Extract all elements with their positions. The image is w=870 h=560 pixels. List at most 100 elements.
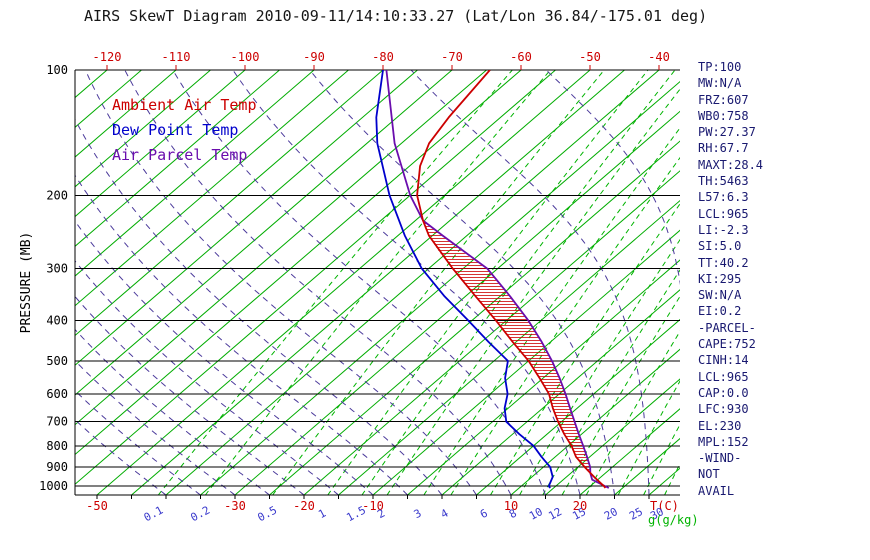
moist-adiabat-line [75,328,270,495]
mixing-ratio-line [450,156,680,495]
mixing-ratio-tick-label: 25 [627,505,645,523]
isotherm-line [303,170,680,495]
isotherm-line [476,318,680,495]
isotherm-line [75,70,177,158]
plot-background [75,70,680,495]
stat-lcl: LCL:965 [698,369,749,384]
mixing-ratio-line [542,269,680,495]
moist-adiabat-line [232,70,581,495]
stats-column: TP:100 MW:N/A FRZ:607 WB0:758 PW:27.37 RH:67.… [698,59,763,499]
isotherm-line [75,70,211,188]
isotherm-line [75,70,384,337]
stat-avail: AVAIL [698,483,735,498]
moist-adiabat-line [545,70,680,286]
pressure-tick-label: 700 [46,415,68,429]
top-axis-tick-label: -50 [579,50,601,64]
bottom-temp-tick-label: -30 [224,499,246,513]
stat-rh: RH:67.7 [698,141,749,156]
stat-not: NOT [698,467,720,482]
stat-l57: L57:6.3 [698,190,749,205]
moist-adiabat-line [84,70,477,495]
isotherm-line [75,70,108,99]
bottom-temp-tick-label: 10 [504,499,518,513]
mixing-ratio-tick-label: 1 [316,507,328,522]
mixing-ratio-tick-label: 8 [507,507,519,522]
stat-wind: -WIND- [698,451,742,466]
isotherm-line [75,70,349,307]
isotherm-line [75,70,453,396]
mixing-ratio-tick-label: 4 [439,506,451,521]
pressure-tick-label: 200 [46,188,68,202]
mixing-ratio-line [561,295,680,495]
stat-li: LI:-2.3 [698,222,749,237]
ambient-temp-curve [416,70,607,489]
legend-air-parcel-temp: Air Parcel Temp [112,146,248,164]
isotherm-line [75,70,280,247]
stat-lcl: LCL:965 [698,206,749,221]
stat-tt: TT:40.2 [698,255,749,270]
isotherm-line [579,408,680,495]
isotherm-line [269,140,680,495]
stat-sw: SW:N/A [698,288,742,303]
top-axis-tick-label: -40 [648,50,670,64]
bottom-temp-tick-label: 20 [573,499,587,513]
stat-parcel: -PARCEL- [698,320,756,335]
moist-adiabat-line [309,70,615,495]
legend-dew-point-temp: Dew Point Temp [112,121,239,139]
moist-adiabat-line [410,70,650,495]
isotherm-line [407,259,680,495]
mixing-ratio-tick-label: 30 [648,505,666,523]
mixing-ratio-line [327,70,649,495]
pressure-tick-label: 300 [46,262,68,276]
mixing-ratio-line [519,238,680,495]
isotherm-line [338,199,680,495]
moist-adiabat-line [75,295,305,495]
temp-unit-label: T(C) [650,499,679,513]
stat-ei: EI:0.2 [698,304,742,319]
moist-adiabat-line [75,220,374,495]
bottom-temp-tick-label: -50 [86,499,108,513]
moist-adiabat-line [75,174,408,495]
pressure-tick-label: 500 [46,354,68,368]
isotherm-line [510,348,680,495]
mixing-ratio-tick-label: 0.2 [188,504,212,525]
isotherm-line [75,70,418,366]
bottom-temp-tick-label: -20 [293,499,315,513]
stat-ki: KI:295 [698,271,742,286]
mixing-ratio-line [272,70,605,495]
stat-pw: PW:27.37 [698,125,756,140]
isotherm-line [75,70,246,218]
mixing-unit-label: g(g/kg) [648,513,699,527]
isotherm-line [131,70,625,495]
mixing-ratio-tick-label: 10 [527,505,545,523]
mixing-ratio-tick-label: 3 [412,507,424,522]
stat-frz: FRZ:607 [698,92,749,107]
isotherm-line [200,80,680,495]
isotherm-line [75,70,315,277]
moist-adiabat-line [124,70,512,495]
pressure-tick-label: 900 [46,460,68,474]
pressure-tick-label: 400 [46,314,68,328]
pressure-tick-label: 100 [46,63,68,77]
isotherm-line [75,70,522,456]
mixing-ratio-line [386,88,680,495]
top-axis-tick-label: -60 [510,50,532,64]
parcel-temp-curve [385,70,610,489]
stat-maxt: MAXT:28.4 [698,157,764,172]
pressure-tick-label: 600 [46,387,68,401]
top-axis-tick-label: -100 [231,50,260,64]
pressure-tick-label: 1000 [39,479,68,493]
moist-adiabat-line [75,419,167,495]
moist-adiabat-line [172,70,546,495]
moist-adiabat-line [75,260,339,495]
mixing-ratio-tick-label: 12 [546,505,564,523]
stat-th: TH:5463 [698,174,749,189]
stat-mw: MW:N/A [698,76,742,91]
isotherm-line [96,70,591,495]
axis-labels [106,65,660,70]
mixing-ratio-tick-label: 20 [602,505,620,523]
mixing-ratio-tick-label: 6 [478,507,490,522]
mixing-ratio-tick-label: 2 [375,507,387,522]
stat-mpl: MPL:152 [698,434,749,449]
